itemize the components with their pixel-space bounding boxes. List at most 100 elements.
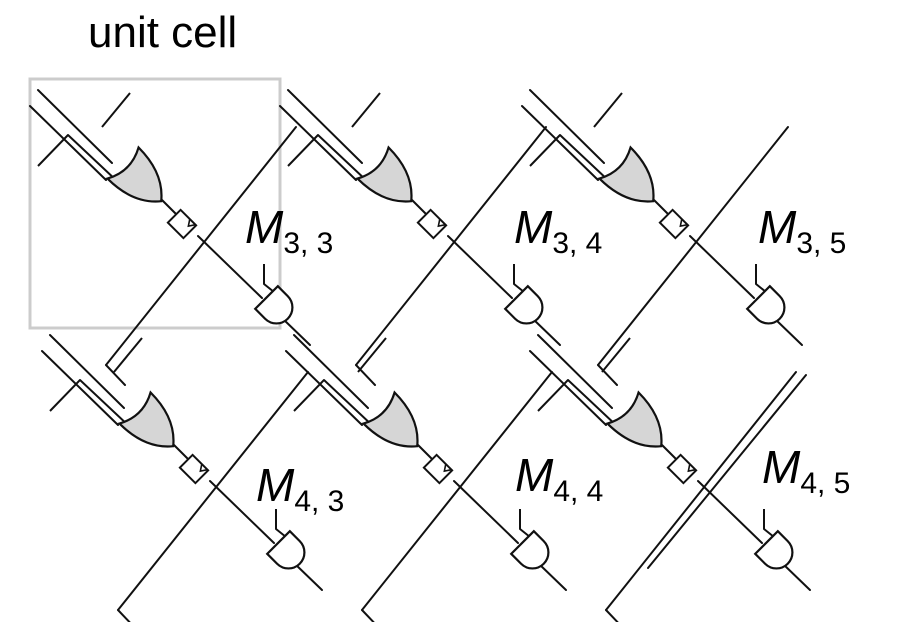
crossing-line bbox=[105, 126, 297, 366]
routing-segment bbox=[117, 609, 136, 627]
or-gate-icon bbox=[605, 390, 663, 448]
input-stub-upper bbox=[601, 337, 631, 373]
and-output-wire bbox=[781, 562, 811, 591]
input-stub-lower bbox=[37, 134, 119, 183]
and-gate-icon bbox=[509, 529, 550, 570]
or-gate-icon bbox=[361, 390, 419, 448]
or-input-wire-lower bbox=[279, 105, 357, 181]
latch-to-and-wire bbox=[689, 235, 755, 299]
and-gate-icon bbox=[503, 284, 544, 325]
or-to-latch-wire bbox=[173, 444, 191, 462]
or-input-wire-upper bbox=[49, 334, 125, 409]
input-stub-lower bbox=[287, 134, 369, 183]
cell-label-m45: M4, 5 bbox=[762, 441, 851, 500]
latch-clock-mark bbox=[437, 218, 446, 228]
or-gate-icon bbox=[117, 390, 175, 448]
latch-to-and-wire bbox=[197, 235, 263, 299]
and-output-wire bbox=[773, 317, 803, 346]
cell-label-m34: M3, 4 bbox=[514, 201, 603, 260]
or-input-wire-upper bbox=[537, 334, 613, 409]
crossing-line bbox=[355, 126, 547, 366]
input-stub-lower bbox=[49, 379, 131, 428]
wires bbox=[29, 89, 811, 627]
or-to-latch-wire bbox=[653, 199, 671, 217]
or-input-wire-lower bbox=[521, 105, 599, 181]
latch-to-and-wire bbox=[447, 235, 513, 299]
crossing-line bbox=[597, 126, 789, 366]
measurement-tap bbox=[755, 264, 767, 293]
and-gate-icon bbox=[253, 284, 294, 325]
or-to-latch-wire bbox=[661, 444, 679, 462]
unit-cell-m44 bbox=[361, 390, 550, 570]
measurement-tap bbox=[275, 509, 287, 538]
latch-clock-mark bbox=[187, 218, 196, 228]
and-output-wire bbox=[537, 562, 567, 591]
and-output-wire bbox=[281, 317, 311, 346]
unit-cell-m33 bbox=[105, 145, 294, 325]
cell-label-m44: M4, 4 bbox=[515, 449, 604, 508]
input-stub-upper bbox=[351, 92, 381, 128]
or-input-wire-lower bbox=[29, 105, 107, 181]
latch-clock-mark bbox=[679, 218, 688, 228]
unit-cell-m34 bbox=[355, 145, 544, 325]
unit-cell-title: unit cell bbox=[88, 8, 238, 57]
unit-cell-m45 bbox=[605, 390, 794, 570]
crossing-line bbox=[361, 371, 553, 611]
routing-segment bbox=[597, 364, 618, 386]
input-stub-upper bbox=[113, 337, 143, 373]
input-stub-upper bbox=[101, 92, 131, 128]
unit-cell-m35 bbox=[597, 145, 786, 325]
measurement-tap bbox=[763, 509, 775, 538]
and-output-wire bbox=[531, 317, 561, 346]
or-input-wire-upper bbox=[287, 89, 363, 164]
latch-box-icon bbox=[166, 208, 198, 240]
and-output-wire bbox=[293, 562, 323, 591]
crossing-line bbox=[117, 371, 309, 611]
or-to-latch-wire bbox=[417, 444, 435, 462]
latch-box-icon bbox=[666, 453, 698, 485]
cell-label-m43: M4, 3 bbox=[256, 459, 345, 518]
latch-to-and-wire bbox=[209, 480, 275, 544]
measurement-tap bbox=[519, 509, 531, 538]
or-input-wire-lower bbox=[41, 350, 119, 426]
routing-segment bbox=[105, 364, 126, 386]
cell-label-m33: M3, 3 bbox=[245, 201, 334, 260]
crossing-line-right bbox=[647, 374, 807, 569]
measurement-tap bbox=[513, 264, 525, 293]
or-input-wire-upper bbox=[529, 89, 605, 164]
or-input-wire-upper bbox=[37, 89, 113, 164]
latch-box-icon bbox=[422, 453, 454, 485]
latch-box-icon bbox=[658, 208, 690, 240]
or-gate-icon bbox=[105, 145, 163, 203]
or-input-wire-lower bbox=[529, 350, 607, 426]
input-stub-lower bbox=[293, 379, 375, 428]
latch-to-and-wire bbox=[697, 480, 763, 544]
latch-clock-mark bbox=[199, 463, 208, 473]
measurement-tap bbox=[263, 264, 275, 293]
routing-segment bbox=[355, 364, 376, 386]
unit-cell-box bbox=[28, 77, 282, 330]
latch-clock-mark bbox=[443, 463, 452, 473]
or-input-wire-lower bbox=[285, 350, 363, 426]
or-gate-icon bbox=[355, 145, 413, 203]
or-to-latch-wire bbox=[411, 199, 429, 217]
latch-clock-mark bbox=[687, 463, 696, 473]
input-stub-upper bbox=[357, 337, 387, 373]
or-to-latch-wire bbox=[161, 199, 179, 217]
cell-label-m35: M3, 5 bbox=[758, 201, 847, 260]
and-gate-icon bbox=[753, 529, 794, 570]
input-stub-lower bbox=[529, 134, 611, 183]
crossing-line bbox=[605, 371, 797, 611]
input-stub-lower bbox=[537, 379, 619, 428]
or-input-wire-upper bbox=[293, 334, 369, 409]
components bbox=[105, 145, 794, 570]
or-gate-icon bbox=[597, 145, 655, 203]
routing-segment bbox=[605, 609, 624, 627]
latch-box-icon bbox=[178, 453, 210, 485]
latch-box-icon bbox=[416, 208, 448, 240]
routing-segment bbox=[361, 609, 380, 627]
and-gate-icon bbox=[745, 284, 786, 325]
latch-to-and-wire bbox=[453, 480, 519, 544]
